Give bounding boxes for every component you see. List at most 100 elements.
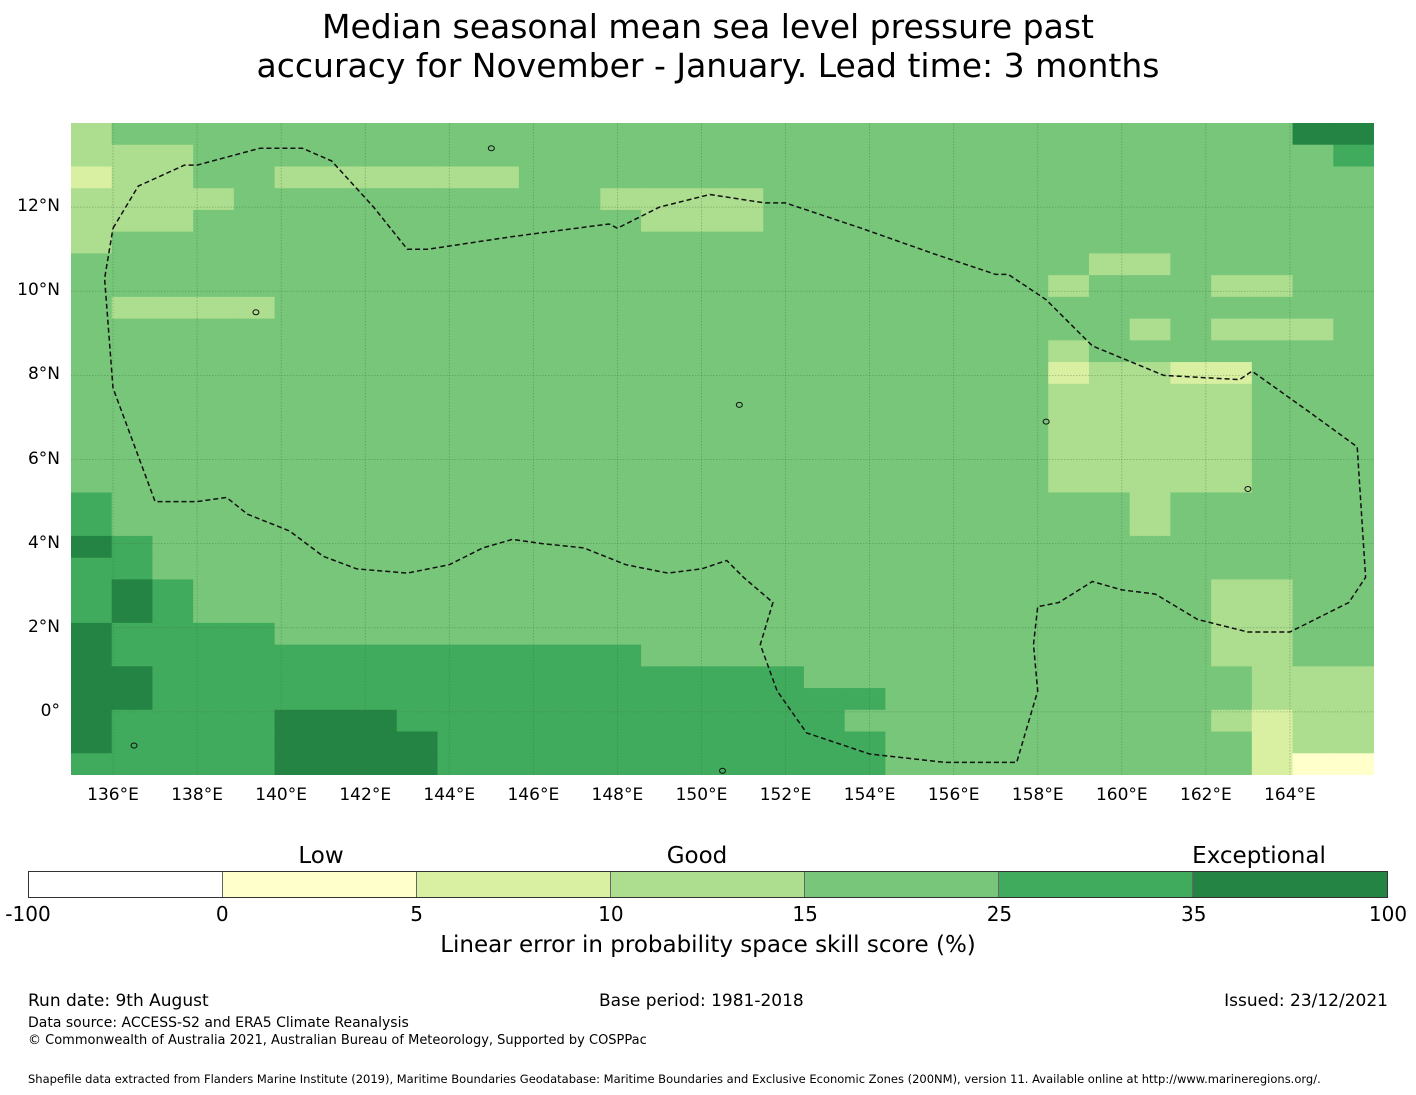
grid-cell — [763, 340, 805, 363]
grid-cell — [152, 188, 194, 211]
grid-cell — [396, 405, 439, 428]
grid-cell — [315, 405, 357, 428]
grid-cell — [722, 362, 764, 385]
grid-cell — [518, 753, 561, 775]
grid-cell — [518, 470, 561, 494]
grid-cell — [966, 188, 1009, 211]
grid-cell — [1211, 144, 1253, 168]
grid-cell — [844, 362, 886, 385]
grid-cell — [193, 449, 235, 472]
grid-cell — [71, 318, 113, 341]
grid-cell — [1129, 601, 1172, 624]
grid-cell — [518, 340, 561, 363]
grid-cell — [844, 470, 886, 494]
longitude-tick-label: 160°E — [1095, 785, 1148, 805]
grid-cell — [1251, 644, 1294, 667]
grid-cell — [71, 253, 113, 276]
grid-cell — [559, 405, 601, 428]
island-outline — [1042, 418, 1050, 425]
grid-cell — [966, 340, 1009, 363]
grid-cell — [396, 362, 439, 385]
grid-cell — [1333, 383, 1374, 407]
grid-cell — [1048, 253, 1090, 276]
grid-cell — [518, 405, 561, 428]
grid-cell — [1048, 209, 1090, 233]
grid-cell — [152, 492, 194, 515]
grid-cell — [885, 622, 927, 646]
grid-cell — [1007, 253, 1049, 276]
grid-cell — [681, 449, 724, 472]
grid-cell — [966, 296, 1009, 320]
grid-cell — [1088, 405, 1131, 428]
grid-cell — [233, 362, 276, 385]
grid-cell — [1251, 318, 1294, 341]
grid-cell — [111, 253, 154, 276]
grid-cell — [885, 492, 927, 515]
grid-cell — [1088, 209, 1131, 233]
grid-cell — [233, 296, 276, 320]
grid-cell — [641, 231, 683, 254]
grid-cell — [274, 644, 316, 667]
grid-cell — [885, 688, 927, 711]
grid-cell — [356, 166, 398, 189]
grid-cell — [396, 492, 439, 515]
grid-cell — [111, 557, 154, 580]
grid-cell — [885, 123, 927, 146]
grid-cell — [844, 644, 886, 667]
grid-cell — [1170, 209, 1212, 233]
grid-cell — [437, 731, 479, 754]
grid-cell — [193, 383, 235, 407]
grid-cell — [478, 535, 520, 559]
colorbar-segment — [417, 872, 611, 897]
grid-cell — [1048, 144, 1090, 168]
grid-cell — [478, 275, 520, 298]
grid-cell — [71, 622, 113, 646]
grid-cell — [600, 405, 642, 428]
grid-cell — [1170, 166, 1212, 189]
grid-cell — [1333, 644, 1374, 667]
grid-cell — [1292, 275, 1334, 298]
grid-cell — [518, 492, 561, 515]
grid-cell — [152, 579, 194, 602]
grid-cell — [193, 470, 235, 494]
grid-cell — [437, 166, 479, 189]
grid-cell — [1007, 340, 1049, 363]
grid-cell — [1170, 123, 1212, 146]
grid-cell — [1292, 492, 1334, 515]
grid-cell — [763, 514, 805, 537]
grid-cell — [559, 144, 601, 168]
grid-cell — [844, 557, 886, 580]
grid-cell — [722, 535, 764, 559]
grid-cell — [1292, 470, 1334, 494]
grid-cell — [111, 449, 154, 472]
grid-cell — [681, 383, 724, 407]
grid-cell — [233, 427, 276, 450]
grid-cell — [111, 383, 154, 407]
grid-cell — [681, 275, 724, 298]
grid-cell — [71, 709, 113, 733]
grid-cell — [111, 340, 154, 363]
grid-cell — [1007, 666, 1049, 689]
grid-cell — [844, 535, 886, 559]
grid-cell — [844, 688, 886, 711]
grid-cell — [1292, 383, 1334, 407]
grid-cell — [1211, 166, 1253, 189]
grid-cell — [763, 666, 805, 689]
grid-cell — [1251, 557, 1294, 580]
grid-cell — [274, 535, 316, 559]
grid-cell — [1211, 514, 1253, 537]
grid-cell — [71, 166, 113, 189]
grid-cell — [1211, 123, 1253, 146]
grid-cell — [600, 753, 642, 775]
grid-cell — [926, 579, 968, 602]
grid-cell — [478, 318, 520, 341]
grid-cell — [233, 383, 276, 407]
grid-cell — [518, 644, 561, 667]
grid-cell — [1170, 362, 1212, 385]
grid-cell — [1333, 470, 1374, 494]
grid-cell — [437, 449, 479, 472]
grid-cell — [1007, 144, 1049, 168]
grid-cell — [152, 535, 194, 559]
grid-cell — [926, 166, 968, 189]
grid-cell — [1007, 731, 1049, 754]
